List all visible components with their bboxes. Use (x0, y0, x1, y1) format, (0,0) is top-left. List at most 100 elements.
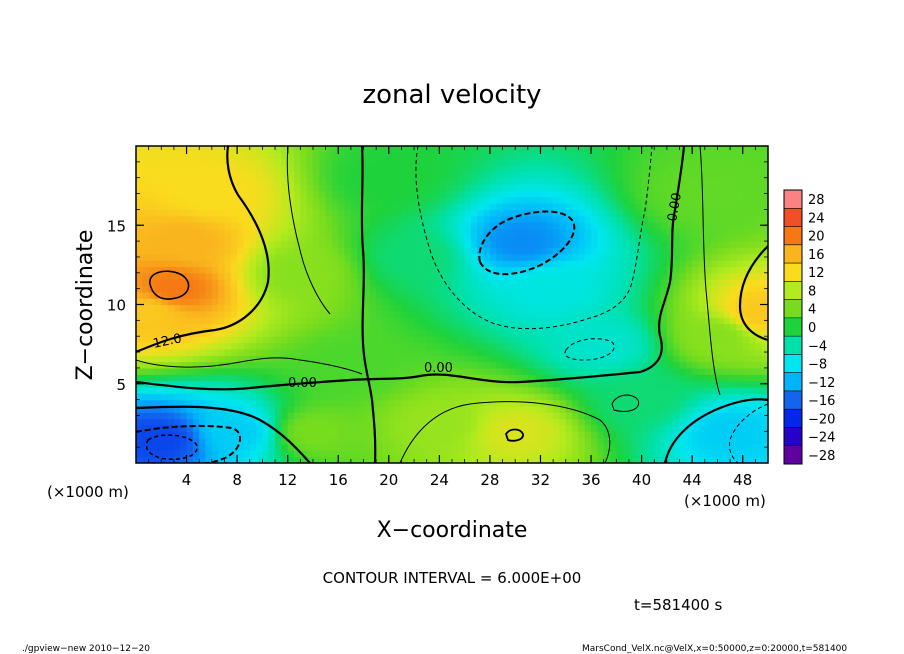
heat-cell (470, 450, 478, 458)
heat-cell (180, 177, 188, 185)
heat-cell (717, 196, 725, 204)
heat-cell (306, 298, 314, 306)
heat-cell (647, 272, 655, 280)
heat-cell (666, 209, 674, 217)
heat-cell (458, 291, 466, 299)
heat-cell (546, 418, 554, 426)
heat-cell (521, 374, 529, 382)
heat-cell (521, 329, 529, 337)
heat-cell (685, 222, 693, 230)
heat-cell (692, 443, 700, 451)
heat-cell (578, 285, 586, 293)
heat-cell (230, 260, 238, 268)
heat-cell (173, 348, 181, 356)
heat-cell (414, 399, 421, 407)
heat-cell (306, 456, 314, 463)
heat-cell (489, 298, 497, 306)
heat-cell (452, 253, 459, 261)
heat-cell (597, 247, 605, 255)
heat-cell (647, 443, 655, 451)
heat-cell (616, 196, 624, 204)
heat-cell (736, 393, 744, 401)
heat-cell (211, 241, 219, 249)
heat-cell (673, 184, 681, 191)
heat-cell (319, 203, 327, 210)
heat-cell (350, 234, 358, 242)
heat-cell (357, 158, 365, 166)
heat-cell (344, 348, 352, 356)
heat-cell (344, 393, 352, 401)
heat-cell (730, 260, 737, 268)
heat-cell (357, 247, 365, 255)
heat-cell (433, 209, 440, 217)
heat-cell (344, 342, 352, 350)
heat-cell (603, 241, 611, 249)
heat-cell (433, 241, 440, 249)
heat-cell (363, 228, 371, 236)
heat-cell (527, 165, 535, 172)
heat-cell (496, 253, 504, 261)
heat-cell (287, 285, 295, 293)
heat-cell (350, 431, 358, 439)
heat-cell (167, 253, 175, 261)
heat-cell (433, 443, 440, 451)
heat-cell (199, 279, 207, 287)
heat-cell (584, 203, 592, 210)
heat-cell (154, 209, 162, 217)
heat-cell (331, 196, 339, 204)
heat-cell (243, 158, 251, 166)
heat-cell (300, 329, 308, 337)
heat-cell (439, 361, 447, 369)
heat-cell (306, 367, 314, 375)
heat-cell (502, 241, 510, 249)
heat-cell (167, 241, 175, 249)
heat-cell (331, 367, 339, 375)
heat-cell (395, 184, 403, 191)
heat-cell (325, 336, 333, 344)
heat-cell (647, 412, 655, 420)
heat-cell (142, 304, 150, 312)
heat-cell (262, 241, 270, 249)
heat-cell (154, 152, 162, 160)
heat-cell (414, 456, 421, 463)
heat-cell (578, 386, 586, 394)
heat-cell (161, 196, 169, 204)
heat-cell (161, 450, 169, 458)
heat-cell (553, 348, 561, 356)
heat-cell (167, 247, 175, 255)
heat-cell (527, 247, 535, 255)
heat-cell (470, 146, 478, 153)
heat-cell (268, 253, 276, 261)
heat-cell (578, 393, 586, 401)
heat-cell (515, 285, 523, 293)
heat-cell (673, 146, 681, 153)
heat-cell (470, 329, 478, 337)
heat-cell (439, 228, 447, 236)
heat-cell (218, 367, 226, 375)
heat-cell (357, 152, 365, 160)
heat-cell (173, 424, 181, 432)
heat-cell (218, 234, 226, 242)
heat-cell (527, 158, 535, 166)
heat-cell (565, 405, 573, 413)
heat-cell (136, 165, 143, 172)
heat-cell (591, 260, 598, 268)
heat-cell (407, 355, 415, 363)
heat-cell (395, 196, 403, 204)
heat-cell (761, 241, 768, 249)
heat-cell (173, 171, 181, 179)
heat-cell (610, 386, 617, 394)
heat-cell (711, 190, 719, 198)
heat-cell (376, 355, 384, 363)
heat-cell (148, 412, 156, 420)
heat-cell (736, 285, 744, 293)
heat-cell (546, 323, 554, 331)
heat-cell (578, 355, 586, 363)
heat-cell (199, 146, 207, 153)
heat-cell (161, 222, 169, 230)
heat-cell (382, 323, 390, 331)
heat-cell (224, 450, 232, 458)
heat-cell (553, 304, 561, 312)
heat-cell (742, 190, 750, 198)
heat-cell (445, 424, 453, 432)
